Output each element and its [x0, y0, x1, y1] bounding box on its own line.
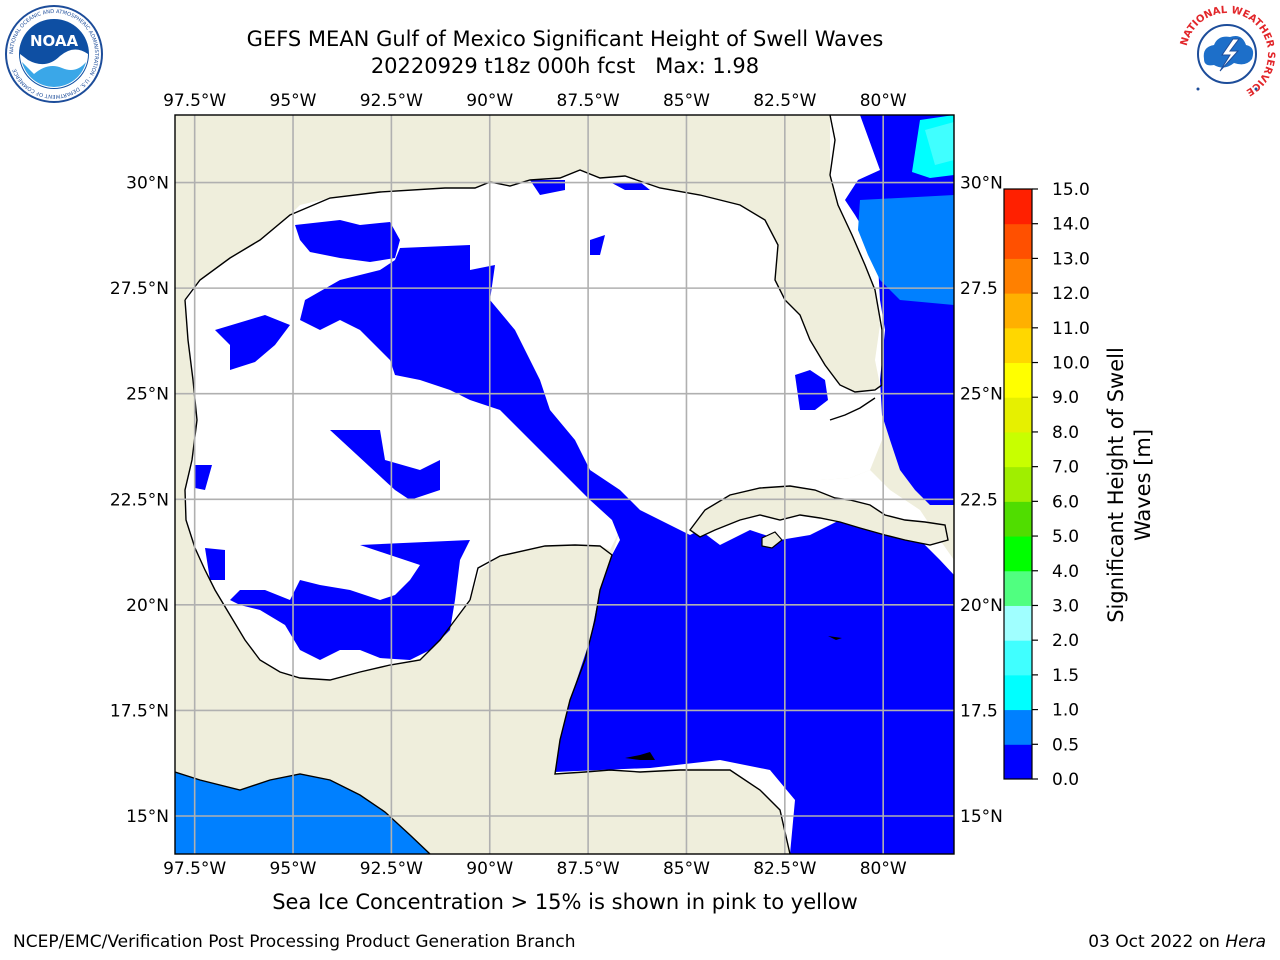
lon-tick-label-bottom: 87.5°W — [557, 859, 620, 879]
colorbar-segment — [1004, 744, 1032, 780]
footer-date-text: 03 Oct 2022 on — [1088, 932, 1220, 952]
pacific-water — [175, 772, 430, 854]
lat-tick-label-right: 25°N — [960, 385, 1003, 405]
colorbar-segment — [1004, 397, 1032, 433]
colorbar-tick-label: 15.0 — [1052, 180, 1090, 200]
colorbar-tick-label: 6.0 — [1052, 492, 1079, 512]
lat-tick-label-left: 27.5°N — [110, 279, 169, 299]
colorbar-tick-label: 8.0 — [1052, 423, 1079, 443]
lat-tick-label-right: 20°N — [960, 596, 1003, 616]
map-subtitle: 20220929 t18z 000h fcst Max: 1.98 — [370, 54, 760, 78]
map-title: GEFS MEAN Gulf of Mexico Significant Hei… — [246, 27, 884, 51]
lat-tick-label-right: 15°N — [960, 807, 1003, 827]
colorbar-tick-label: 2.0 — [1052, 631, 1079, 651]
lon-tick-label-top: 80°W — [860, 91, 907, 111]
colorbar-segment — [1004, 501, 1032, 537]
colorbar-segment — [1004, 674, 1032, 711]
map-axis-labels: 97.5°W 97.5°W 95°W 95°W 92.5°W 92.5°W 90°W 90°W… — [110, 91, 1003, 879]
lat-tick-label-left: 22.5°N — [110, 490, 169, 510]
isle-of-youth — [761, 531, 783, 549]
colorbar: 0.0 0.5 1.0 1.5 2.0 3.0 4.0 5.0 6.0 7.0 8.0 9.0 10.0… — [1003, 180, 1090, 790]
map-gridlines — [175, 115, 954, 854]
lat-tick-label-left: 15°N — [126, 807, 169, 827]
lon-tick-label-top: 97.5°W — [163, 91, 226, 111]
colorbar-segment — [1004, 536, 1032, 572]
lon-tick-label-top: 92.5°W — [360, 91, 423, 111]
footer-date: 03 Oct 2022 on Hera — [1088, 932, 1266, 952]
lat-tick-label-left: 17.5°N — [110, 701, 169, 721]
colorbar-segment — [1004, 570, 1032, 606]
lon-tick-label-bottom: 85°W — [663, 859, 710, 879]
colorbar-segment — [1004, 709, 1032, 745]
colorbar-segment — [1004, 640, 1032, 676]
footer-branch: NCEP/EMC/Verification Post Processing Pr… — [13, 932, 576, 952]
lon-tick-label-bottom: 95°W — [270, 859, 317, 879]
sea-ice-note: Sea Ice Concentration > 15% is shown in … — [272, 890, 858, 914]
colorbar-segment — [1004, 466, 1032, 502]
lon-tick-label-bottom: 80°W — [860, 859, 907, 879]
colorbar-tick-label: 9.0 — [1052, 388, 1079, 408]
lon-tick-label-top: 82.5°W — [753, 91, 816, 111]
lat-tick-label-right: 22.5 — [960, 490, 998, 510]
colorbar-segment — [1004, 189, 1032, 225]
lon-tick-label-bottom: 82.5°W — [753, 859, 816, 879]
footer-host: Hera — [1225, 932, 1266, 952]
colorbar-segment — [1004, 431, 1032, 468]
colorbar-label-line1: Significant Height of Swell — [1104, 347, 1128, 623]
colorbar-segment — [1004, 362, 1032, 398]
colorbar-tick-label: 11.0 — [1052, 319, 1090, 339]
lat-tick-label-right: 17.5 — [960, 701, 998, 721]
colorbar-tick-label: 4.0 — [1052, 562, 1079, 582]
colorbar-tick-label: 0.5 — [1052, 735, 1079, 755]
lat-tick-label-right: 30°N — [960, 174, 1003, 194]
colorbar-segment — [1004, 223, 1032, 259]
colorbar-tick-label: 14.0 — [1052, 215, 1090, 235]
noaa-logo-icon: NATIONAL OCEANIC AND ATMOSPHERIC ADMINIS… — [5, 5, 103, 103]
swell-1.5-2.0m-regions — [925, 122, 954, 165]
colorbar-tick-label: 7.0 — [1052, 458, 1079, 478]
colorbar-tick-label: 10.0 — [1052, 354, 1090, 374]
florida-keys — [829, 397, 876, 421]
lat-tick-label-left: 30°N — [126, 174, 169, 194]
map-frame — [174, 114, 955, 855]
colorbar-tick-label: 1.0 — [1052, 701, 1079, 721]
lon-tick-label-top: 95°W — [270, 91, 317, 111]
colorbar-label-line2: Waves [m] — [1131, 429, 1155, 541]
cayman-islands — [828, 636, 842, 640]
colorbar-segment — [1004, 293, 1032, 329]
lon-tick-label-bottom: 97.5°W — [163, 859, 226, 879]
colorbar-tick-label: 3.0 — [1052, 596, 1079, 616]
lat-tick-label-left: 25°N — [126, 385, 169, 405]
colorbar-tick-label: 13.0 — [1052, 249, 1090, 269]
lat-tick-label-left: 20°N — [126, 596, 169, 616]
lat-tick-label-right: 27.5 — [960, 279, 998, 299]
colorbar-frame — [1003, 188, 1033, 780]
colorbar-tick-label: 12.0 — [1052, 284, 1090, 304]
swell-0.5-1.0m-regions — [858, 195, 954, 305]
swan-islands — [625, 752, 655, 760]
lon-tick-label-bottom: 90°W — [466, 859, 513, 879]
noaa-logo-text: NOAA — [30, 32, 79, 50]
lon-tick-label-bottom: 92.5°W — [360, 859, 423, 879]
lon-tick-label-top: 85°W — [663, 91, 710, 111]
colorbar-segment — [1004, 327, 1032, 364]
colorbar-segment — [1004, 258, 1032, 294]
lon-tick-label-top: 87.5°W — [557, 91, 620, 111]
colorbar-tick-label: 0.0 — [1052, 770, 1079, 790]
yucatan-coastline — [469, 544, 791, 854]
colorbar-tick-label: 5.0 — [1052, 527, 1079, 547]
lon-tick-label-top: 90°W — [466, 91, 513, 111]
colorbar-tick-label: 1.5 — [1052, 666, 1079, 686]
nws-logo-icon: NATIONAL WEATHER SERVICE — [1178, 5, 1276, 103]
colorbar-segment — [1004, 605, 1032, 641]
